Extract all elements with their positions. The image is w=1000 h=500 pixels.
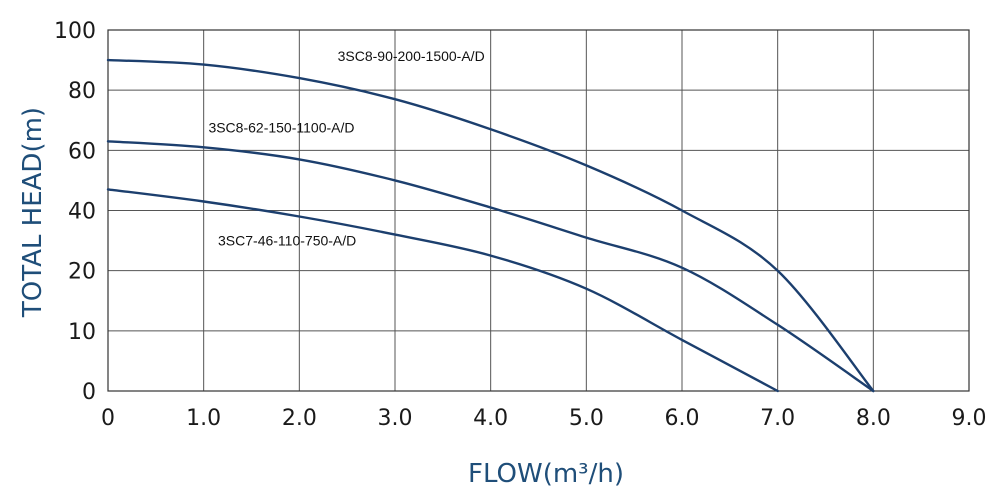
plot-frame bbox=[107, 29, 970, 392]
curve-line bbox=[106, 140, 875, 393]
y-tick-labels: 0 10 20 40 60 80 100 bbox=[54, 19, 96, 405]
x-tick-label: 1.0 bbox=[186, 406, 221, 431]
y-tick-label: 20 bbox=[68, 260, 96, 285]
y-tick-label: 0 bbox=[82, 380, 96, 405]
curve-line bbox=[106, 188, 779, 393]
y-axis-title: TOTAL HEAD(m) bbox=[18, 107, 48, 318]
y-tick-label: 60 bbox=[68, 139, 96, 164]
grid bbox=[107, 29, 970, 392]
curve-label: 3SC8-90-200-1500-A/D bbox=[338, 48, 485, 64]
y-tick-label: 100 bbox=[54, 19, 96, 44]
x-tick-label: 0 bbox=[101, 406, 115, 431]
curves bbox=[106, 58, 875, 393]
x-axis-title: FLOW(m³/h) bbox=[468, 459, 624, 489]
x-tick-labels: 0 1.0 2.0 3.0 4.0 5.0 6.0 7.0 8.0 9.0 bbox=[101, 406, 987, 431]
y-tick-label: 40 bbox=[68, 200, 96, 225]
y-tick-label: 10 bbox=[68, 320, 96, 345]
x-tick-label: 4.0 bbox=[473, 406, 508, 431]
x-tick-label: 6.0 bbox=[665, 406, 700, 431]
x-tick-label: 3.0 bbox=[378, 406, 413, 431]
x-tick-label: 8.0 bbox=[856, 406, 891, 431]
x-tick-label: 9.0 bbox=[952, 406, 987, 431]
curve-label: 3SC8-62-150-1100-A/D bbox=[208, 119, 354, 135]
x-tick-label: 2.0 bbox=[282, 406, 317, 431]
curve-labels: 3SC8-90-200-1500-A/D 3SC8-62-150-1100-A/D… bbox=[208, 48, 484, 249]
y-tick-label: 80 bbox=[68, 79, 96, 104]
x-tick-label: 7.0 bbox=[760, 406, 795, 431]
x-tick-label: 5.0 bbox=[569, 406, 604, 431]
curve-line bbox=[106, 58, 875, 393]
curve-label: 3SC7-46-110-750-A/D bbox=[218, 233, 356, 249]
